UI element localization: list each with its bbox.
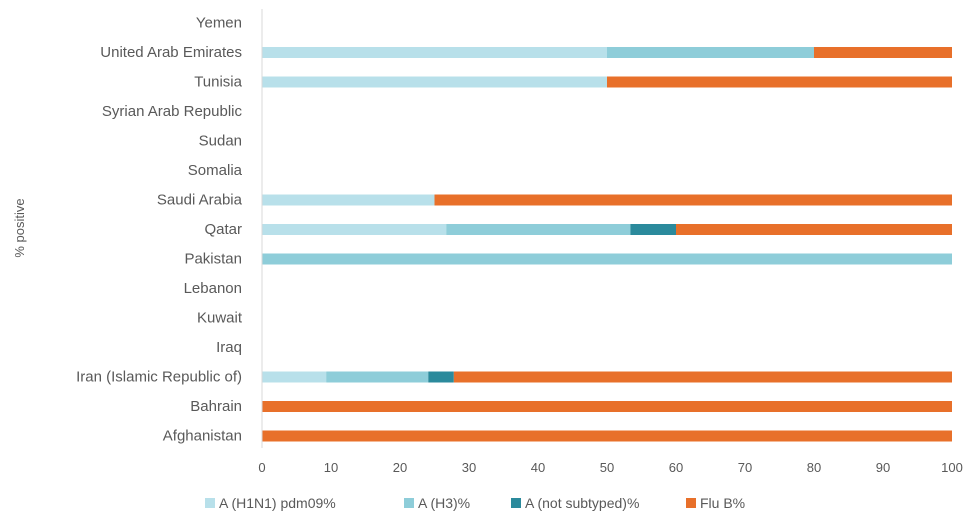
x-tick-label: 100 <box>941 460 963 475</box>
category-labels: Yemen United Arab Emirates Tunisia Syrian A… <box>76 15 243 445</box>
x-tick-label: 0 <box>258 460 265 475</box>
bar-segment <box>434 194 952 206</box>
x-tick-label: 90 <box>876 460 890 475</box>
category-label: Bahrain <box>190 398 242 415</box>
legend-swatch <box>404 498 414 508</box>
category-label: Afghanistan <box>163 428 242 445</box>
category-label: Syrian Arab Republic <box>102 103 243 120</box>
x-tick-label: 70 <box>738 460 752 475</box>
x-tick-label: 20 <box>393 460 407 475</box>
legend-swatch <box>205 498 215 508</box>
bar-segment <box>446 224 631 235</box>
category-label: United Arab Emirates <box>100 44 242 61</box>
bar-segment <box>326 371 429 383</box>
x-tick-label: 60 <box>669 460 683 475</box>
x-tick-labels: 0 10 20 30 40 50 60 70 80 90 100 <box>258 460 962 475</box>
category-label: Yemen <box>196 15 242 32</box>
legend-label: Flu B% <box>700 495 745 511</box>
bar-segment <box>262 76 607 88</box>
legend-swatch <box>511 498 521 508</box>
bar-segment <box>262 253 952 265</box>
category-label: Pakistan <box>184 251 242 268</box>
category-label: Qatar <box>204 221 242 238</box>
x-tick-label: 50 <box>600 460 614 475</box>
category-label: Lebanon <box>184 280 242 297</box>
category-label: Sudan <box>199 133 242 150</box>
legend: A (H1N1) pdm09% A (H3)% A (not subtyped)% F… <box>205 495 745 511</box>
y-axis-title: % positive <box>12 198 27 257</box>
x-tick-label: 10 <box>324 460 338 475</box>
bar-segment <box>453 371 952 383</box>
bar-segment <box>262 47 607 58</box>
x-tick-label: 80 <box>807 460 821 475</box>
legend-swatch <box>686 498 696 508</box>
bar-segment <box>428 371 454 383</box>
bar-segment <box>262 194 435 206</box>
bar-segment <box>630 224 676 235</box>
category-label: Iraq <box>216 339 242 356</box>
category-label: Tunisia <box>194 74 242 91</box>
bar-segment <box>262 371 327 383</box>
bar-segment <box>262 430 952 442</box>
x-tick-label: 40 <box>531 460 545 475</box>
legend-label: A (H1N1) pdm09% <box>219 495 336 511</box>
bar-segment <box>607 47 814 58</box>
category-label: Kuwait <box>197 310 243 327</box>
bar-segment <box>676 224 952 235</box>
category-label: Somalia <box>188 162 243 179</box>
bar-segment <box>262 224 447 235</box>
category-label: Saudi Arabia <box>157 192 243 209</box>
x-tick-label: 30 <box>462 460 476 475</box>
bar-segment <box>607 76 952 88</box>
category-label: Iran (Islamic Republic of) <box>76 369 242 386</box>
bars <box>262 47 952 442</box>
legend-label: A (not subtyped)% <box>525 495 639 511</box>
legend-label: A (H3)% <box>418 495 470 511</box>
bar-segment <box>262 401 952 412</box>
bar-segment <box>814 47 952 58</box>
